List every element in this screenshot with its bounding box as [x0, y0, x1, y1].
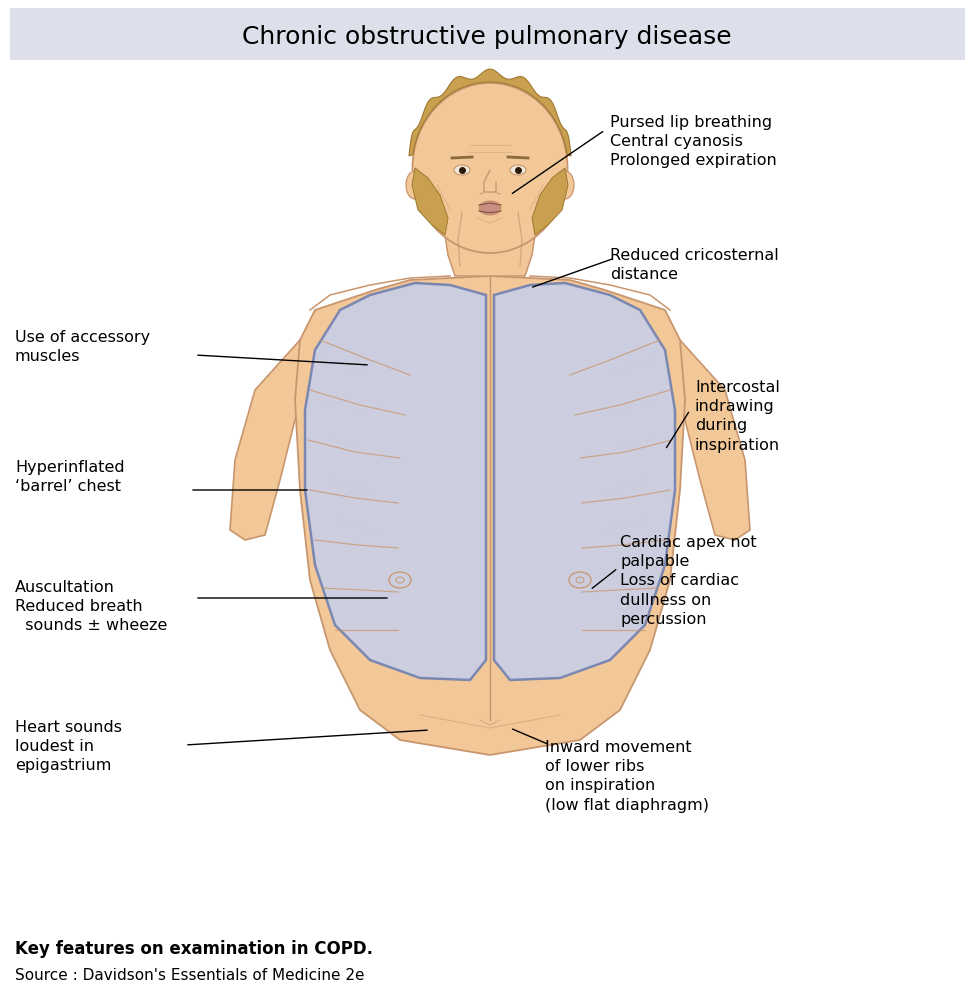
- Text: Hyperinflated
‘barrel’ chest: Hyperinflated ‘barrel’ chest: [15, 460, 125, 494]
- Polygon shape: [409, 69, 571, 156]
- Text: Inward movement
of lower ribs
on inspiration
(low flat diaphragm): Inward movement of lower ribs on inspira…: [545, 740, 709, 813]
- Ellipse shape: [510, 165, 526, 175]
- Text: Pursed lip breathing
Central cyanosis
Prolonged expiration: Pursed lip breathing Central cyanosis Pr…: [610, 115, 777, 169]
- Polygon shape: [670, 340, 750, 540]
- Polygon shape: [412, 168, 448, 235]
- Polygon shape: [305, 283, 486, 680]
- Polygon shape: [295, 276, 685, 755]
- Text: Use of accessory
muscles: Use of accessory muscles: [15, 330, 150, 364]
- FancyBboxPatch shape: [10, 8, 965, 60]
- Text: Heart sounds
loudest in
epigastrium: Heart sounds loudest in epigastrium: [15, 720, 122, 774]
- Text: Intercostal
indrawing
during
inspiration: Intercostal indrawing during inspiration: [695, 380, 780, 452]
- Ellipse shape: [412, 83, 567, 253]
- Ellipse shape: [454, 165, 470, 175]
- Ellipse shape: [406, 171, 424, 199]
- Text: Key features on examination in COPD.: Key features on examination in COPD.: [15, 940, 373, 958]
- Text: Chronic obstructive pulmonary disease: Chronic obstructive pulmonary disease: [242, 25, 732, 49]
- Text: Reduced cricosternal
distance: Reduced cricosternal distance: [610, 248, 779, 282]
- Polygon shape: [230, 340, 310, 540]
- Ellipse shape: [479, 201, 501, 215]
- Polygon shape: [494, 283, 675, 680]
- Ellipse shape: [556, 171, 574, 199]
- Text: Cardiac apex not
palpable
Loss of cardiac
dullness on
percussion: Cardiac apex not palpable Loss of cardia…: [620, 535, 757, 627]
- Text: Source : Davidson's Essentials of Medicine 2e: Source : Davidson's Essentials of Medici…: [15, 968, 365, 983]
- Polygon shape: [445, 208, 535, 276]
- Polygon shape: [532, 168, 568, 235]
- Text: Auscultation
Reduced breath
  sounds ± wheeze: Auscultation Reduced breath sounds ± whe…: [15, 580, 168, 633]
